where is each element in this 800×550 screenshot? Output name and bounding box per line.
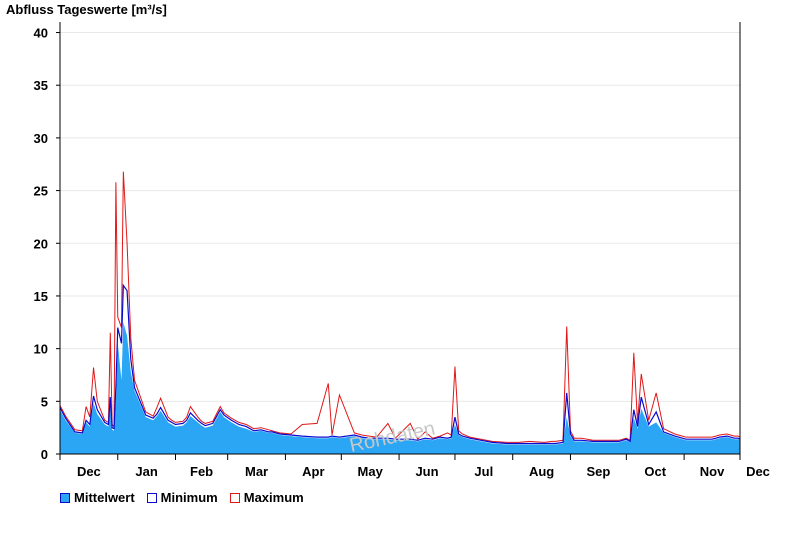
x-tick-label: Aug xyxy=(529,464,554,479)
x-tick-label: Apr xyxy=(302,464,324,479)
x-tick-label: Mar xyxy=(245,464,268,479)
y-ticks: 0 5 10 15 20 25 30 35 40 xyxy=(34,26,60,462)
x-ticks: Dec Jan Feb Mar Apr May Jun Jul Aug Sep Oct Nov Dec xyxy=(59,454,770,479)
legend-swatch-mean xyxy=(60,492,70,503)
y-tick-label: 20 xyxy=(34,236,48,251)
x-tick-label: Dec xyxy=(746,464,770,479)
y-tick-label: 5 xyxy=(41,394,48,409)
y-tick-label: 25 xyxy=(34,184,48,199)
legend-item-min: Minimum xyxy=(146,490,218,505)
x-tick-label: May xyxy=(358,464,384,479)
legend-item-mean: Mittelwert xyxy=(60,490,135,505)
legend-label-min: Minimum xyxy=(160,490,218,505)
series-min-line xyxy=(59,283,741,445)
plot-area xyxy=(59,171,741,454)
x-tick-label: Jul xyxy=(474,464,493,479)
series-mean-area xyxy=(60,322,740,454)
legend-swatch-min xyxy=(146,492,157,503)
gridlines xyxy=(60,32,740,402)
x-tick-label: Oct xyxy=(644,464,666,479)
y-tick-label: 30 xyxy=(34,131,48,146)
y-tick-label: 35 xyxy=(34,78,48,93)
x-tick-label: Nov xyxy=(700,464,725,479)
y-tick-label: 10 xyxy=(34,342,48,357)
x-tick-label: Jun xyxy=(415,464,438,479)
legend-label-max: Maximum xyxy=(243,490,304,505)
legend-swatch-max xyxy=(229,492,240,503)
chart-title: Abfluss Tageswerte [m³/s] xyxy=(6,2,167,17)
legend: Mittelwert Minimum Maximum xyxy=(60,490,304,505)
axes xyxy=(59,22,741,455)
legend-item-max: Maximum xyxy=(229,490,304,505)
y-tick-label: 15 xyxy=(34,289,48,304)
legend-label-mean: Mittelwert xyxy=(74,490,135,505)
x-tick-label: Sep xyxy=(586,464,610,479)
x-tick-label: Jan xyxy=(135,464,157,479)
y-tick-label: 0 xyxy=(41,447,48,462)
y-tick-label: 40 xyxy=(34,26,48,41)
x-tick-label: Dec xyxy=(77,464,101,479)
x-tick-label: Feb xyxy=(190,464,213,479)
